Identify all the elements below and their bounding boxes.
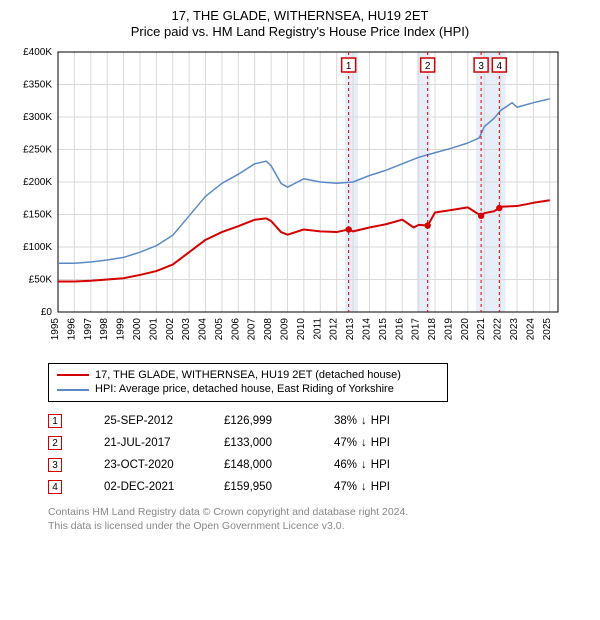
transaction-row: 2 21-JUL-2017£133,00047% ↓ HPI: [48, 432, 590, 454]
legend-label: HPI: Average price, detached house, East…: [95, 382, 394, 397]
svg-text:2017: 2017: [411, 317, 422, 340]
delta-label: HPI: [371, 481, 390, 493]
svg-text:2012: 2012: [329, 317, 340, 340]
transaction-date: 25-SEP-2012: [104, 415, 224, 427]
legend-item-hpi: HPI: Average price, detached house, East…: [57, 382, 439, 397]
transaction-delta: 47% ↓ HPI: [334, 481, 390, 493]
svg-text:2009: 2009: [280, 317, 291, 340]
svg-text:£200K: £200K: [23, 177, 52, 188]
svg-text:£350K: £350K: [23, 79, 52, 90]
svg-text:2018: 2018: [427, 317, 438, 340]
transaction-date: 02-DEC-2021: [104, 481, 224, 493]
svg-text:1999: 1999: [116, 317, 127, 340]
svg-text:2000: 2000: [132, 317, 143, 340]
svg-text:2023: 2023: [509, 317, 520, 340]
transaction-row: 4 02-DEC-2021£159,95047% ↓ HPI: [48, 476, 590, 498]
svg-text:2013: 2013: [345, 317, 356, 340]
svg-text:2016: 2016: [394, 317, 405, 340]
legend-swatch: [57, 374, 89, 376]
footer-attribution: Contains HM Land Registry data © Crown c…: [48, 506, 590, 533]
transaction-marker: 1: [48, 414, 62, 428]
down-arrow-icon: ↓: [361, 459, 367, 471]
footer-line-1: Contains HM Land Registry data © Crown c…: [48, 506, 590, 520]
down-arrow-icon: ↓: [361, 437, 367, 449]
svg-text:2008: 2008: [263, 317, 274, 340]
svg-text:2005: 2005: [214, 317, 225, 340]
svg-text:2014: 2014: [361, 317, 372, 340]
svg-text:1: 1: [346, 61, 352, 72]
svg-text:2022: 2022: [493, 317, 504, 340]
transaction-delta: 47% ↓ HPI: [334, 437, 390, 449]
svg-text:4: 4: [497, 61, 503, 72]
svg-text:£300K: £300K: [23, 112, 52, 123]
transaction-price: £133,000: [224, 437, 334, 449]
delta-label: HPI: [371, 415, 390, 427]
svg-text:2010: 2010: [296, 317, 307, 340]
transaction-price: £148,000: [224, 459, 334, 471]
legend-item-price-paid: 17, THE GLADE, WITHERNSEA, HU19 2ET (det…: [57, 368, 439, 383]
transaction-date: 21-JUL-2017: [104, 437, 224, 449]
svg-text:2: 2: [425, 61, 431, 72]
legend-label: 17, THE GLADE, WITHERNSEA, HU19 2ET (det…: [95, 368, 401, 383]
svg-text:2021: 2021: [476, 317, 487, 340]
svg-text:£150K: £150K: [23, 209, 52, 220]
transaction-date: 23-OCT-2020: [104, 459, 224, 471]
svg-text:2004: 2004: [198, 317, 209, 340]
legend-swatch: [57, 389, 89, 391]
footer-line-2: This data is licensed under the Open Gov…: [48, 520, 590, 534]
svg-text:1995: 1995: [50, 317, 61, 340]
title-line-1: 17, THE GLADE, WITHERNSEA, HU19 2ET: [10, 8, 590, 24]
svg-text:£50K: £50K: [29, 274, 53, 285]
delta-label: HPI: [371, 437, 390, 449]
svg-text:2011: 2011: [312, 317, 323, 339]
svg-text:£400K: £400K: [23, 47, 52, 58]
svg-text:2015: 2015: [378, 317, 389, 340]
svg-text:2007: 2007: [247, 317, 258, 340]
svg-text:1996: 1996: [66, 317, 77, 340]
transaction-row: 1 25-SEP-2012£126,99938% ↓ HPI: [48, 410, 590, 432]
delta-percent: 46%: [334, 459, 357, 471]
line-chart: £0 £50K £100K £150K £200K £250K £300K £350K £400…: [10, 47, 570, 357]
transaction-table: 125-SEP-2012£126,99938%↓HPI221-JUL-2017£…: [48, 410, 590, 498]
svg-text:2020: 2020: [460, 317, 471, 340]
transaction-marker: 3: [48, 458, 62, 472]
svg-text:£0: £0: [41, 307, 53, 318]
transaction-price: £126,999: [224, 415, 334, 427]
transaction-marker: 2: [48, 436, 62, 450]
svg-text:2019: 2019: [443, 317, 454, 340]
legend: 17, THE GLADE, WITHERNSEA, HU19 2ET (det…: [48, 363, 448, 403]
svg-text:2006: 2006: [230, 317, 241, 340]
down-arrow-icon: ↓: [361, 481, 367, 493]
transaction-price: £159,950: [224, 481, 334, 493]
delta-percent: 47%: [334, 437, 357, 449]
delta-label: HPI: [371, 459, 390, 471]
svg-text:3: 3: [478, 61, 484, 72]
delta-percent: 47%: [334, 481, 357, 493]
down-arrow-icon: ↓: [361, 415, 367, 427]
svg-text:2025: 2025: [542, 317, 553, 340]
transaction-row: 3 23-OCT-2020£148,00046% ↓ HPI: [48, 454, 590, 476]
title-line-2: Price paid vs. HM Land Registry's House …: [10, 24, 590, 40]
svg-text:1998: 1998: [99, 317, 110, 340]
svg-text:£250K: £250K: [23, 144, 52, 155]
delta-percent: 38%: [334, 415, 357, 427]
svg-text:2003: 2003: [181, 317, 192, 340]
svg-text:2001: 2001: [148, 317, 159, 340]
title-block: 17, THE GLADE, WITHERNSEA, HU19 2ET Pric…: [10, 8, 590, 41]
svg-text:2024: 2024: [525, 317, 536, 340]
svg-text:2002: 2002: [165, 317, 176, 340]
transaction-marker: 4: [48, 480, 62, 494]
transaction-delta: 38% ↓ HPI: [334, 415, 390, 427]
svg-text:1997: 1997: [83, 317, 94, 340]
chart-area: £0 £50K £100K £150K £200K £250K £300K £350K £400…: [10, 47, 590, 357]
svg-text:£100K: £100K: [23, 242, 52, 253]
chart-container: 17, THE GLADE, WITHERNSEA, HU19 2ET Pric…: [0, 0, 600, 620]
transaction-delta: 46% ↓ HPI: [334, 459, 390, 471]
